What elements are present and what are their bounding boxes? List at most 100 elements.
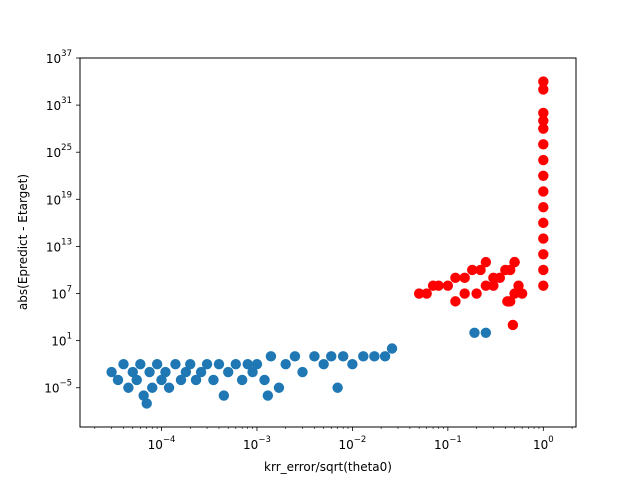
y-axis-ticks: 10−5 101 107 1013 1019 1025 1031 1037 — [44, 49, 80, 396]
data-point-series2-1 — [413, 288, 425, 299]
data-point-series1-16 — [170, 358, 181, 370]
data-point-series1-32 — [259, 374, 270, 386]
data-point-series2-9 — [475, 264, 486, 276]
data-point-series2-41 — [538, 84, 549, 95]
data-point-series1-44 — [369, 351, 380, 362]
data-point-series1-39 — [318, 358, 329, 370]
data-point-series2-38 — [538, 123, 549, 134]
data-point-series2-39 — [538, 115, 549, 127]
data-point-series2-23 — [509, 288, 520, 299]
data-point-series2-22 — [505, 296, 516, 307]
y-tick-label-1: 10−5 — [44, 379, 72, 396]
data-point-series2-4 — [433, 280, 444, 291]
data-point-series1-49 — [469, 327, 480, 338]
data-point-series1-12 — [151, 358, 163, 370]
data-point-series1-38 — [309, 351, 320, 362]
data-point-series1-20 — [190, 374, 202, 386]
data-point-series1-42 — [347, 358, 358, 370]
data-point-series1-41 — [337, 351, 349, 362]
data-point-series2-8 — [467, 264, 478, 276]
x-tick-label-4: 10−1 — [434, 435, 462, 452]
data-point-series1-14 — [160, 366, 171, 378]
y-tick-label-7: 1031 — [46, 96, 72, 113]
data-point-series1-35 — [280, 358, 291, 370]
y-tick-label-2: 101 — [51, 332, 72, 349]
data-point-series2-12 — [459, 288, 470, 299]
data-point-series2-6 — [450, 272, 461, 284]
data-point-series1-30 — [247, 366, 258, 378]
data-point-series2-31 — [538, 233, 549, 244]
x-axis-ticks: 10−4 10−3 10−2 10−1 100 — [94, 427, 573, 452]
data-point-series2-24 — [513, 280, 524, 291]
data-point-series1-9 — [141, 398, 152, 409]
data-point-series1-47 — [262, 390, 274, 401]
data-point-series1-48 — [332, 382, 343, 393]
data-point-series2-30 — [538, 249, 549, 260]
data-point-series1-5 — [127, 366, 138, 378]
data-point-series1-4 — [123, 382, 134, 393]
data-point-series2-19 — [505, 264, 516, 276]
data-point-series2-35 — [538, 170, 549, 181]
plot-frame — [79, 57, 577, 428]
data-point-series1-22 — [201, 358, 213, 370]
data-point-series2-7 — [459, 272, 470, 284]
data-point-series1-11 — [147, 382, 158, 393]
data-point-series2-13 — [471, 288, 482, 299]
data-point-series1-34 — [273, 382, 285, 393]
data-point-series2-42 — [538, 76, 549, 87]
x-tick-label-1: 10−4 — [148, 435, 176, 452]
data-point-series1-40 — [326, 351, 337, 362]
y-axis-label: abs(Epredict - Etarget) — [16, 174, 30, 310]
data-point-series1-1 — [106, 366, 117, 378]
y-tick-label-3: 107 — [51, 285, 72, 302]
data-point-series2-28 — [538, 280, 549, 291]
data-point-series1-17 — [175, 374, 187, 386]
data-point-series1-33 — [265, 351, 277, 362]
data-point-series1-24 — [213, 358, 225, 370]
data-points — [106, 76, 549, 409]
data-point-series2-26 — [507, 319, 519, 331]
data-point-series2-15 — [488, 280, 499, 291]
data-point-series1-19 — [185, 358, 196, 370]
data-point-series1-21 — [195, 366, 207, 378]
data-point-series2-14 — [480, 280, 492, 291]
x-tick-label-2: 10−3 — [243, 435, 271, 452]
data-point-series2-10 — [480, 256, 492, 268]
data-point-series1-26 — [223, 366, 234, 378]
data-point-series2-29 — [538, 264, 549, 276]
data-point-series1-13 — [156, 374, 167, 386]
x-axis-label: krr_error/sqrt(theta0) — [264, 460, 392, 474]
data-point-series1-36 — [289, 351, 301, 362]
data-point-series2-37 — [538, 139, 549, 150]
y-tick-label-5: 1019 — [46, 190, 72, 207]
data-point-series1-27 — [230, 358, 241, 370]
y-tick-label-6: 1025 — [46, 143, 72, 160]
data-point-series1-8 — [138, 390, 149, 401]
data-point-series1-37 — [297, 366, 308, 378]
data-point-series2-32 — [538, 217, 549, 229]
data-point-series2-25 — [516, 288, 528, 299]
data-point-series2-5 — [442, 280, 454, 291]
y-tick-label-4: 1013 — [46, 237, 72, 254]
data-point-series2-17 — [494, 272, 505, 284]
x-tick-label-5: 100 — [533, 435, 554, 452]
data-point-series2-2 — [421, 288, 432, 299]
data-point-series1-7 — [135, 358, 146, 370]
data-point-series2-36 — [538, 154, 549, 166]
data-point-series1-18 — [180, 366, 192, 378]
data-point-series1-15 — [163, 382, 175, 393]
y-tick-label-8: 1037 — [46, 49, 72, 66]
x-tick-label-3: 10−2 — [339, 435, 367, 452]
data-point-series1-6 — [131, 374, 142, 386]
data-point-series1-28 — [236, 374, 248, 386]
data-point-series1-29 — [242, 358, 253, 370]
data-point-series2-11 — [450, 296, 461, 307]
data-point-series2-40 — [538, 107, 549, 119]
data-point-series1-46 — [386, 343, 398, 354]
data-point-series1-43 — [358, 351, 369, 362]
data-point-series1-45 — [379, 351, 391, 362]
data-point-series1-50 — [480, 327, 492, 338]
